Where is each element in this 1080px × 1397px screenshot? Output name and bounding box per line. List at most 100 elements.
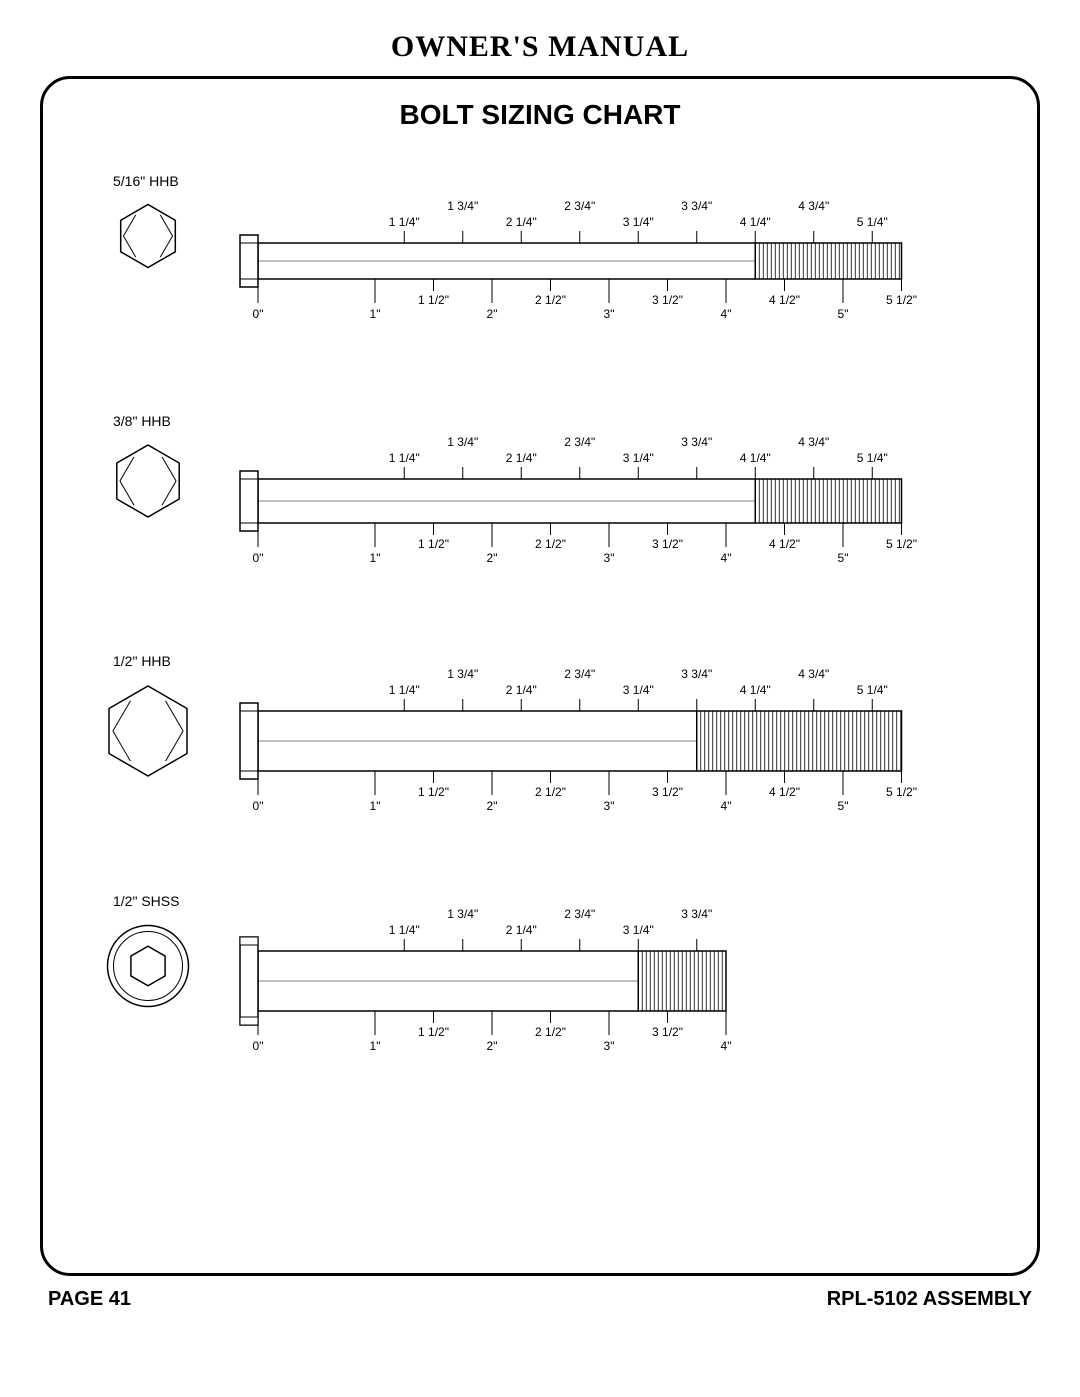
bolt-ruler: 0" 1" 2" 3" 4" 5" 1 1/2" 2 1/2" 3 1/2" 4 1/2" 5 1/… <box>223 411 1007 641</box>
tick-label-threeq: 3 3/4" <box>681 907 712 921</box>
tick-label-half: 2 1/2" <box>535 785 566 799</box>
tick-label-half: 1 1/2" <box>418 293 449 307</box>
bolt-label: 1/2" SHSS <box>113 893 179 909</box>
bolt-label: 5/16" HHB <box>113 173 179 189</box>
bolt-row: 1/2" SHSS 0" 1" 2" 3" 4" 1 1/2" 2 1/2" 3 1/2" 1 … <box>73 891 1007 1121</box>
bolt-ruler: 0" 1" 2" 3" 4" 5" 1 1/2" 2 1/2" 3 1/2" 4 1/2" 5 1/… <box>223 651 1007 881</box>
hex-head-icon <box>108 441 188 521</box>
bolt-row: 5/16" HHB 0" 1" 2" 3" 4" 5" 1 1/2" 2 1/2" 3 1/2"… <box>73 171 1007 401</box>
tick-label-quarter: 4 1/4" <box>740 683 771 697</box>
bolt-ruler: 0"1"2"3"4"1 1/2"2 1/2"3 1/2"1 1/4"2 1/4"… <box>223 891 1007 1121</box>
bolt-side-icon <box>223 651 932 861</box>
bolt-label: 3/8" HHB <box>113 413 171 429</box>
tick-label-half: 1 1/2" <box>418 537 449 551</box>
tick-label-whole: 0" <box>253 1039 264 1053</box>
tick-label-half: 5 1/2" <box>886 785 917 799</box>
tick-label-quarter: 5 1/4" <box>857 215 888 229</box>
tick-label-whole: 3" <box>604 307 615 321</box>
bolt-label: 1/2" HHB <box>113 653 171 669</box>
bolt-row: 3/8" HHB 0" 1" 2" 3" 4" 5" 1 1/2" 2 1/2" 3 1/2" 4… <box>73 411 1007 641</box>
hex-head-icon <box>113 201 183 271</box>
tick-label-quarter: 1 1/4" <box>389 451 420 465</box>
tick-label-quarter: 1 1/4" <box>389 215 420 229</box>
bolt-ruler: 0"1"2"3"4"5"1 1/2"2 1/2"3 1/2"4 1/2"5 1/… <box>223 171 1007 401</box>
tick-label-whole: 1" <box>370 307 381 321</box>
bolt-side-icon <box>223 891 756 1101</box>
tick-label-threeq: 3 3/4" <box>681 667 712 681</box>
tick-label-half: 2 1/2" <box>535 1025 566 1039</box>
tick-label-threeq: 1 3/4" <box>447 907 478 921</box>
tick-label-quarter: 1 1/4" <box>389 683 420 697</box>
page: OWNER'S MANUAL BOLT SIZING CHART 5/16" H… <box>0 0 1080 1331</box>
chart-title: BOLT SIZING CHART <box>73 99 1007 131</box>
tick-label-half: 3 1/2" <box>652 537 683 551</box>
tick-label-whole: 3" <box>604 799 615 813</box>
tick-label-whole: 0" <box>253 551 264 565</box>
tick-label-threeq: 3 3/4" <box>681 435 712 449</box>
tick-label-threeq: 3 3/4" <box>681 199 712 213</box>
tick-label-whole: 4" <box>721 551 732 565</box>
tick-label-threeq: 1 3/4" <box>447 435 478 449</box>
tick-label-quarter: 3 1/4" <box>623 451 654 465</box>
tick-label-half: 2 1/2" <box>535 537 566 551</box>
tick-label-quarter: 5 1/4" <box>857 451 888 465</box>
footer-doc: RPL-5102 ASSEMBLY <box>827 1288 1032 1311</box>
tick-label-threeq: 1 3/4" <box>447 667 478 681</box>
bolt-row: 1/2" HHB 0" 1" 2" 3" 4" 5" 1 1/2" 2 1/2" 3 1/2" 4… <box>73 651 1007 881</box>
tick-label-threeq: 4 3/4" <box>798 435 829 449</box>
tick-label-whole: 4" <box>721 1039 732 1053</box>
tick-label-whole: 1" <box>370 1039 381 1053</box>
bolts-container: 5/16" HHB 0" 1" 2" 3" 4" 5" 1 1/2" 2 1/2" 3 1/2"… <box>73 171 1007 1121</box>
bolt-head <box>83 201 213 276</box>
tick-label-whole: 5" <box>838 799 849 813</box>
tick-label-quarter: 2 1/4" <box>506 451 537 465</box>
tick-label-whole: 0" <box>253 307 264 321</box>
tick-label-half: 2 1/2" <box>535 293 566 307</box>
chart-frame: BOLT SIZING CHART 5/16" HHB 0" 1" 2" 3" 4" 5"… <box>40 76 1040 1276</box>
tick-label-whole: 1" <box>370 551 381 565</box>
tick-label-quarter: 2 1/4" <box>506 215 537 229</box>
tick-label-whole: 2" <box>487 799 498 813</box>
tick-label-whole: 2" <box>487 307 498 321</box>
tick-label-quarter: 4 1/4" <box>740 215 771 229</box>
tick-label-threeq: 2 3/4" <box>564 435 595 449</box>
bolt-head <box>83 921 213 1016</box>
footer: PAGE 41 RPL-5102 ASSEMBLY <box>40 1288 1040 1311</box>
tick-label-half: 3 1/2" <box>652 785 683 799</box>
tick-label-half: 1 1/2" <box>418 785 449 799</box>
tick-label-whole: 5" <box>838 551 849 565</box>
tick-label-half: 5 1/2" <box>886 293 917 307</box>
tick-label-quarter: 3 1/4" <box>623 923 654 937</box>
tick-label-quarter: 3 1/4" <box>623 215 654 229</box>
hex-head-icon <box>98 681 198 781</box>
tick-label-whole: 5" <box>838 307 849 321</box>
tick-label-whole: 0" <box>253 799 264 813</box>
tick-label-whole: 3" <box>604 1039 615 1053</box>
tick-label-quarter: 4 1/4" <box>740 451 771 465</box>
tick-label-whole: 2" <box>487 551 498 565</box>
tick-label-threeq: 2 3/4" <box>564 907 595 921</box>
tick-label-quarter: 3 1/4" <box>623 683 654 697</box>
bolt-head <box>83 681 213 786</box>
tick-label-whole: 3" <box>604 551 615 565</box>
tick-label-threeq: 2 3/4" <box>564 199 595 213</box>
tick-label-whole: 1" <box>370 799 381 813</box>
tick-label-threeq: 4 3/4" <box>798 199 829 213</box>
tick-label-quarter: 2 1/4" <box>506 923 537 937</box>
tick-label-whole: 4" <box>721 799 732 813</box>
tick-label-threeq: 2 3/4" <box>564 667 595 681</box>
tick-label-half: 4 1/2" <box>769 785 800 799</box>
tick-label-whole: 2" <box>487 1039 498 1053</box>
bolt-head <box>83 441 213 526</box>
socket-head-icon <box>103 921 193 1011</box>
footer-page: PAGE 41 <box>48 1288 131 1311</box>
tick-label-whole: 4" <box>721 307 732 321</box>
tick-label-threeq: 4 3/4" <box>798 667 829 681</box>
tick-label-half: 1 1/2" <box>418 1025 449 1039</box>
tick-label-quarter: 2 1/4" <box>506 683 537 697</box>
header-title: OWNER'S MANUAL <box>40 30 1040 64</box>
tick-label-half: 3 1/2" <box>652 293 683 307</box>
tick-label-half: 4 1/2" <box>769 537 800 551</box>
tick-label-half: 3 1/2" <box>652 1025 683 1039</box>
tick-label-threeq: 1 3/4" <box>447 199 478 213</box>
